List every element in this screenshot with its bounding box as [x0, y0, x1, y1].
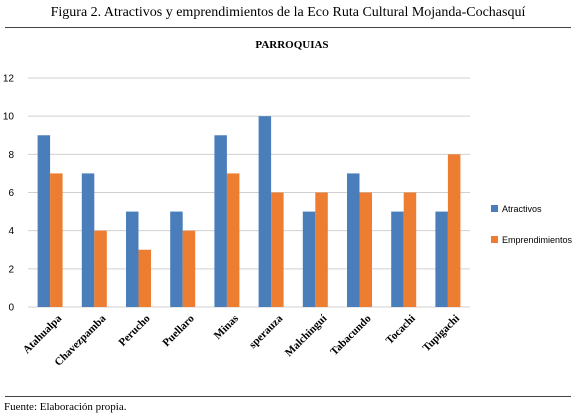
y-tick-label: 8	[8, 150, 14, 161]
figure-caption: Figura 2. Atractivos y emprendimientos d…	[50, 5, 526, 20]
bar-emprendimientos-tabacundo	[359, 192, 372, 307]
bar-atractivos-malchinguí	[302, 211, 316, 307]
bar-emprendimientos-chavezpamba	[94, 230, 107, 307]
legend-swatch	[491, 236, 498, 243]
bar-atractivos-chavezpamba	[81, 173, 95, 307]
bar-emprendimientos-malchinguí	[315, 192, 328, 307]
y-tick-label: 4	[8, 226, 14, 237]
bar-atractivos-atahualpa	[37, 135, 51, 307]
bar-emprendimientos-minas	[226, 173, 240, 307]
y-tick-label: 2	[8, 264, 14, 275]
x-tick-label: Tupigachi	[421, 313, 462, 354]
y-tick-label: 0	[8, 303, 14, 314]
x-tick-label: Malchinguí	[283, 312, 330, 359]
x-tick-label: Puellaro	[160, 312, 197, 349]
bar-atractivos-minas	[214, 135, 227, 307]
x-tick-label: Tabacundo	[328, 312, 374, 358]
bar-atractivos-tocachi	[391, 211, 404, 307]
y-tick-label: 12	[3, 74, 15, 85]
x-tick-label: Atahualpa	[21, 312, 65, 356]
bar-atractivos-sperauza	[258, 116, 272, 308]
y-tick-label: 10	[3, 112, 15, 123]
y-tick-label: 6	[8, 188, 14, 199]
x-tick-label: sperauza	[247, 312, 286, 351]
bar-emprendimientos-atahualpa	[50, 173, 63, 307]
legend-label: Atractivos	[502, 204, 542, 214]
bar-emprendimientos-tocachi	[403, 192, 417, 307]
bar-atractivos-perucho	[126, 211, 139, 307]
bar-emprendimientos-puellaro	[182, 230, 196, 307]
x-tick-label: Perucho	[116, 312, 152, 348]
bar-emprendimientos-perucho	[138, 249, 151, 307]
legend-swatch	[491, 205, 498, 212]
source-note: Fuente: Elaboración propia.	[4, 401, 127, 413]
bars	[37, 116, 461, 308]
bottom-rule	[5, 396, 571, 397]
x-tick-label: Minas	[212, 312, 242, 342]
bar-atractivos-puellaro	[170, 211, 183, 307]
bar-atractivos-tupigachi	[435, 211, 448, 307]
legend-label: Emprendimientos	[502, 235, 573, 245]
bar-atractivos-tabacundo	[347, 173, 360, 307]
bar-emprendimientos-tupigachi	[447, 154, 461, 307]
top-rule	[5, 27, 571, 28]
chart-title: PARROQUIAS	[255, 39, 328, 51]
x-tick-label: Tocachi	[384, 313, 418, 347]
bar-emprendimientos-sperauza	[271, 192, 284, 307]
legend: Atractivos Emprendimientos	[491, 204, 573, 245]
y-axis-ticks: 0 2 4 6 8 10 12	[3, 74, 15, 314]
